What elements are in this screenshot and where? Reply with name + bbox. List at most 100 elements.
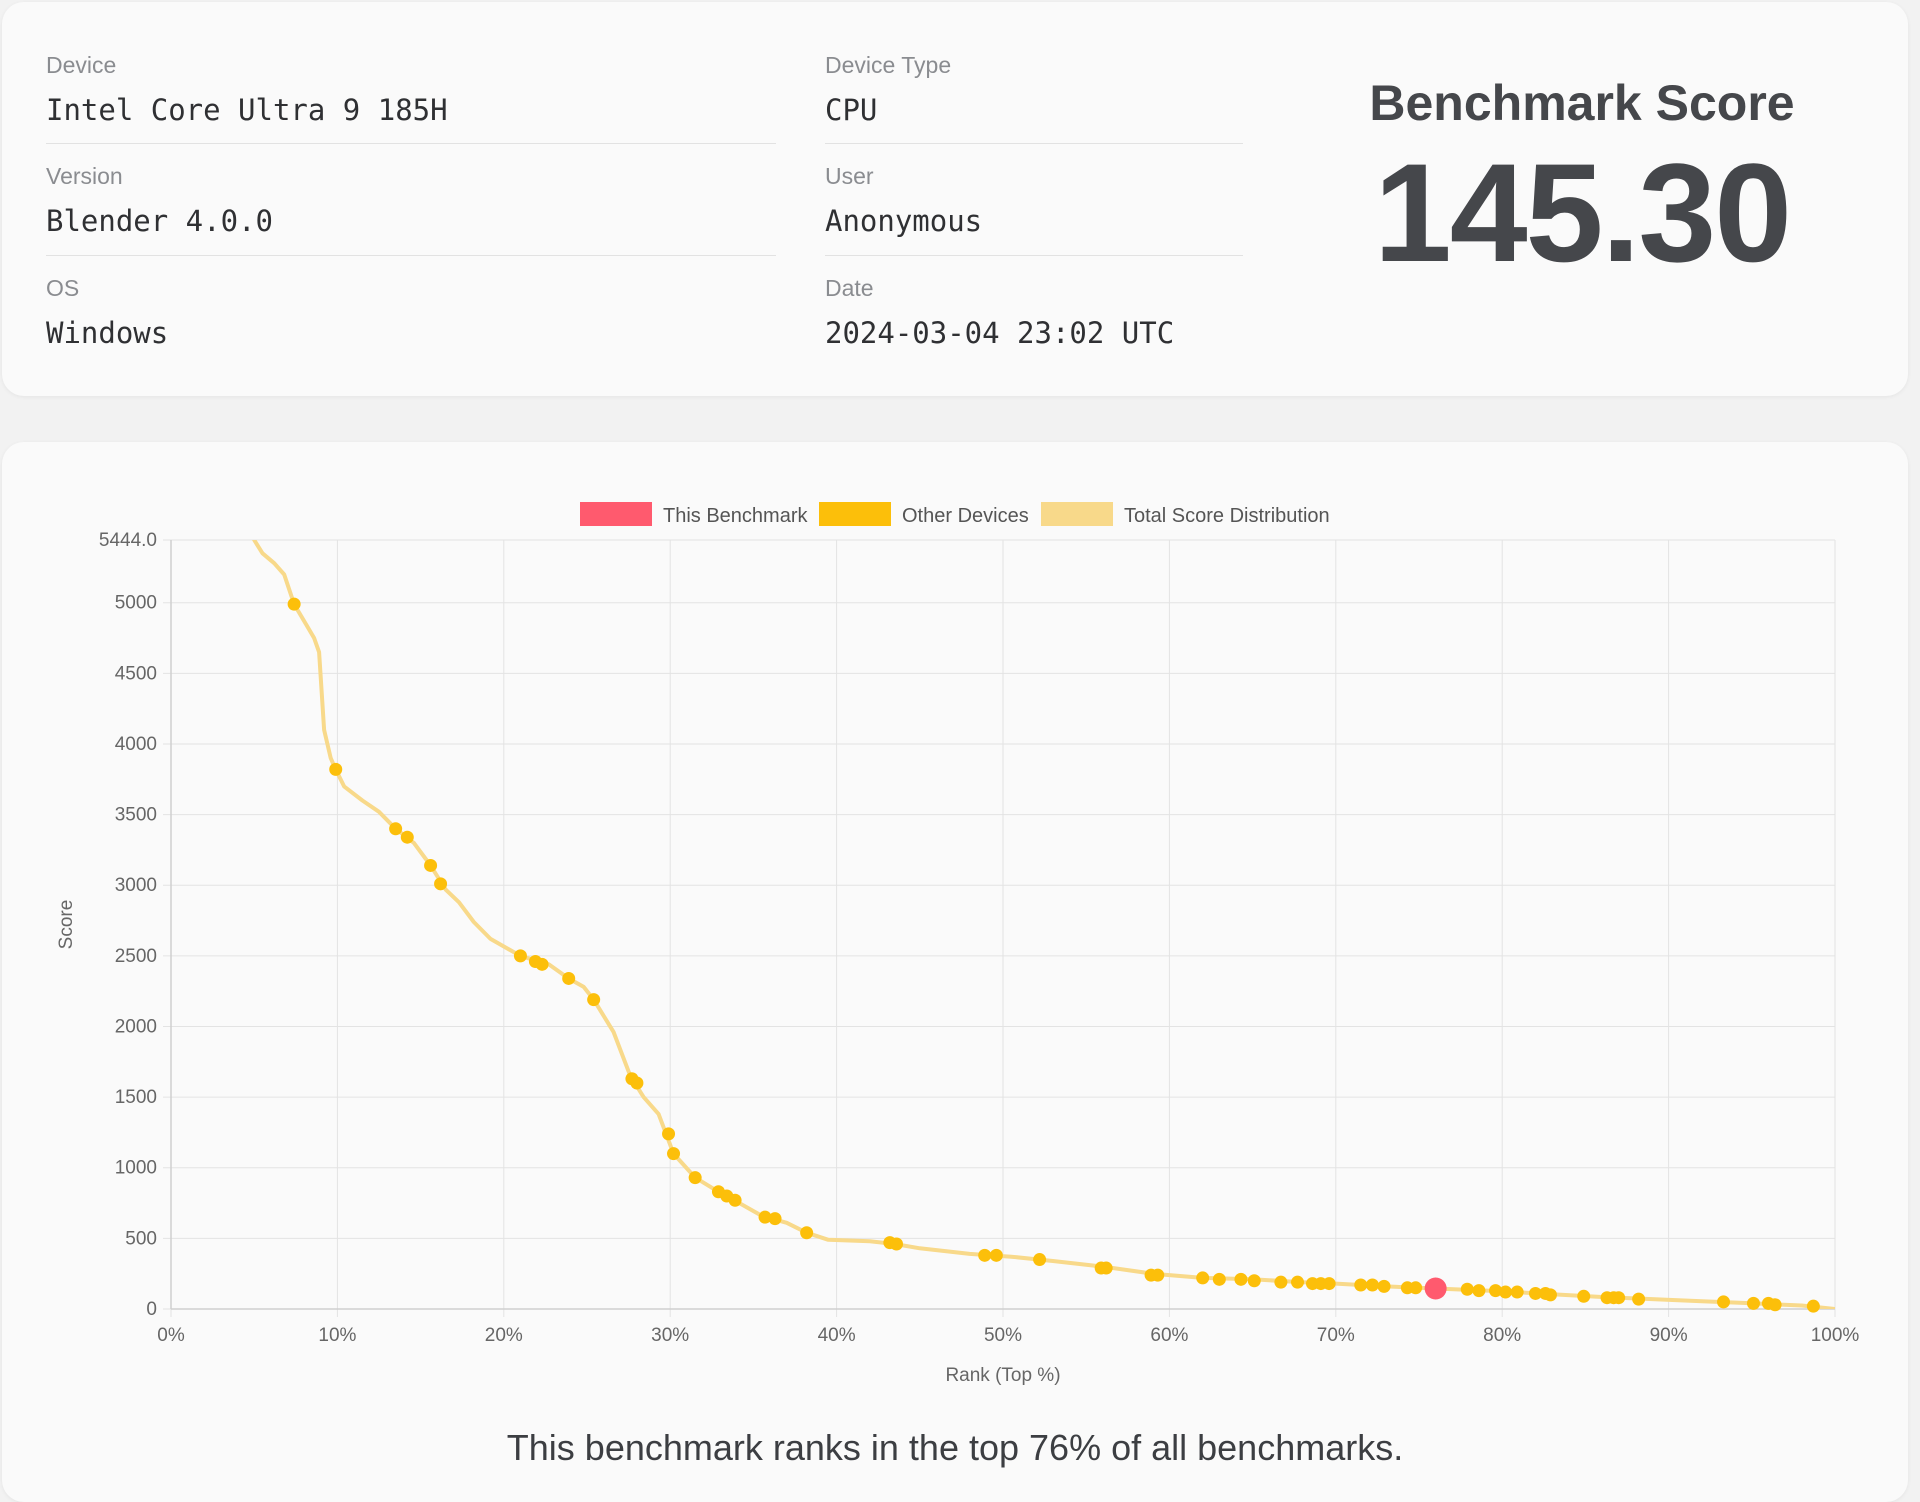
y-tick-label: 2000 xyxy=(115,1016,157,1037)
other-device-point xyxy=(667,1147,681,1161)
date-field: Date 2024-03-04 23:02 UTC xyxy=(825,275,1174,350)
y-tick-label: 1000 xyxy=(115,1158,157,1179)
rank-summary-text: This benchmark ranks in the top 76% of a… xyxy=(506,1427,1404,1468)
other-device-point xyxy=(890,1237,904,1251)
x-tick-label: 60% xyxy=(1150,1325,1188,1346)
chart-axes: 0% 10% 20% 30% 40% 50% 60% 70% 80% 90% 100% 0 500 100… xyxy=(56,530,1859,1386)
divider xyxy=(825,143,1243,144)
other-device-point xyxy=(1577,1289,1591,1303)
other-device-point xyxy=(1632,1292,1646,1306)
other-device-point xyxy=(728,1193,742,1207)
divider xyxy=(46,255,776,256)
other-device-point xyxy=(587,993,601,1007)
user-value: Anonymous xyxy=(825,204,983,238)
y-tick-label: 5000 xyxy=(115,593,157,614)
other-device-point xyxy=(1806,1299,1820,1313)
device-field: Device Intel Core Ultra 9 185H xyxy=(46,52,448,127)
other-device-point xyxy=(1746,1296,1760,1310)
device-type-label: Device Type xyxy=(825,52,952,78)
user-field: User Anonymous xyxy=(825,163,982,238)
other-device-point xyxy=(1234,1272,1248,1286)
other-device-point xyxy=(978,1248,992,1262)
other-device-point xyxy=(1196,1271,1210,1285)
x-tick-label: 70% xyxy=(1317,1325,1355,1346)
other-device-point xyxy=(989,1248,1003,1262)
other-device-point xyxy=(1612,1291,1626,1305)
other-device-point xyxy=(662,1127,676,1141)
other-device-point xyxy=(1274,1275,1288,1289)
device-type-field: Device Type CPU xyxy=(825,52,951,127)
benchmark-score-value: 145.30 xyxy=(1373,134,1792,291)
other-device-point xyxy=(1543,1288,1557,1302)
date-label: Date xyxy=(825,275,874,301)
other-device-point xyxy=(1717,1295,1731,1309)
other-device-point xyxy=(1354,1278,1368,1292)
divider xyxy=(46,143,776,144)
version-value: Blender 4.0.0 xyxy=(46,204,273,238)
chart-card: 0% 10% 20% 30% 40% 50% 60% 70% 80% 90% 100% 0 500 100… xyxy=(2,442,1908,1502)
distribution-line-layer xyxy=(252,540,1835,1309)
y-tick-label: 0 xyxy=(146,1299,157,1320)
other-device-point xyxy=(688,1171,702,1185)
os-value: Windows xyxy=(46,316,169,350)
y-tick-label: 4000 xyxy=(115,734,157,755)
y-tick-label: 5444.0 xyxy=(99,530,157,551)
other-device-point xyxy=(1768,1298,1782,1312)
x-tick-label: 100% xyxy=(1811,1325,1860,1346)
other-device-point xyxy=(434,877,448,891)
x-tick-label: 50% xyxy=(984,1325,1022,1346)
other-device-point xyxy=(800,1226,814,1240)
other-device-point xyxy=(535,957,549,971)
other-device-point xyxy=(1151,1268,1165,1282)
user-label: User xyxy=(825,163,874,189)
legend-label: Total Score Distribution xyxy=(1124,505,1330,527)
date-value: 2024-03-04 23:02 UTC xyxy=(825,316,1175,350)
benchmark-score-title: Benchmark Score xyxy=(1369,75,1795,131)
other-device-point xyxy=(1460,1282,1474,1296)
distribution-line xyxy=(252,540,1835,1309)
device-label: Device xyxy=(46,52,117,78)
device-type-value: CPU xyxy=(825,93,878,127)
chart-grid xyxy=(163,539,1836,1317)
legend-label: Other Devices xyxy=(902,505,1029,527)
x-tick-label: 40% xyxy=(818,1325,856,1346)
legend-swatch xyxy=(580,502,652,526)
y-tick-label: 3000 xyxy=(115,875,157,896)
x-tick-label: 90% xyxy=(1650,1325,1688,1346)
other-device-point xyxy=(1510,1285,1524,1299)
other-device-point xyxy=(1322,1277,1336,1291)
other-device-point xyxy=(1409,1281,1423,1295)
device-value: Intel Core Ultra 9 185H xyxy=(46,93,448,127)
other-device-point xyxy=(1212,1272,1226,1286)
x-tick-label: 80% xyxy=(1483,1325,1521,1346)
x-tick-label: 20% xyxy=(485,1325,523,1346)
x-tick-label: 0% xyxy=(157,1325,185,1346)
data-points-layer xyxy=(287,597,1820,1313)
os-label: OS xyxy=(46,275,80,301)
y-tick-label: 500 xyxy=(125,1228,157,1249)
y-tick-label: 4500 xyxy=(115,663,157,684)
other-device-point xyxy=(758,1210,772,1224)
other-device-point xyxy=(1365,1278,1379,1292)
other-device-point xyxy=(1528,1286,1542,1300)
legend-swatch xyxy=(819,502,891,526)
other-device-point xyxy=(630,1076,644,1090)
x-tick-label: 30% xyxy=(651,1325,689,1346)
y-tick-label: 2500 xyxy=(115,946,157,967)
other-device-point xyxy=(1247,1274,1261,1288)
chart-legend[interactable]: This Benchmark Other Devices Total Score D… xyxy=(580,502,1330,527)
legend-swatch xyxy=(1041,502,1113,526)
legend-label: This Benchmark xyxy=(663,505,808,527)
y-tick-label: 3500 xyxy=(115,805,157,826)
os-field: OS Windows xyxy=(46,275,168,350)
other-device-point xyxy=(1472,1284,1486,1298)
this-benchmark-point xyxy=(1424,1277,1447,1300)
other-device-point xyxy=(1377,1279,1391,1293)
divider xyxy=(825,255,1243,256)
x-axis-title: Rank (Top %) xyxy=(945,1365,1060,1386)
other-device-point xyxy=(400,830,414,844)
other-device-point xyxy=(1291,1275,1305,1289)
other-device-point xyxy=(1489,1284,1503,1298)
x-tick-label: 10% xyxy=(318,1325,356,1346)
other-device-point xyxy=(513,949,527,963)
